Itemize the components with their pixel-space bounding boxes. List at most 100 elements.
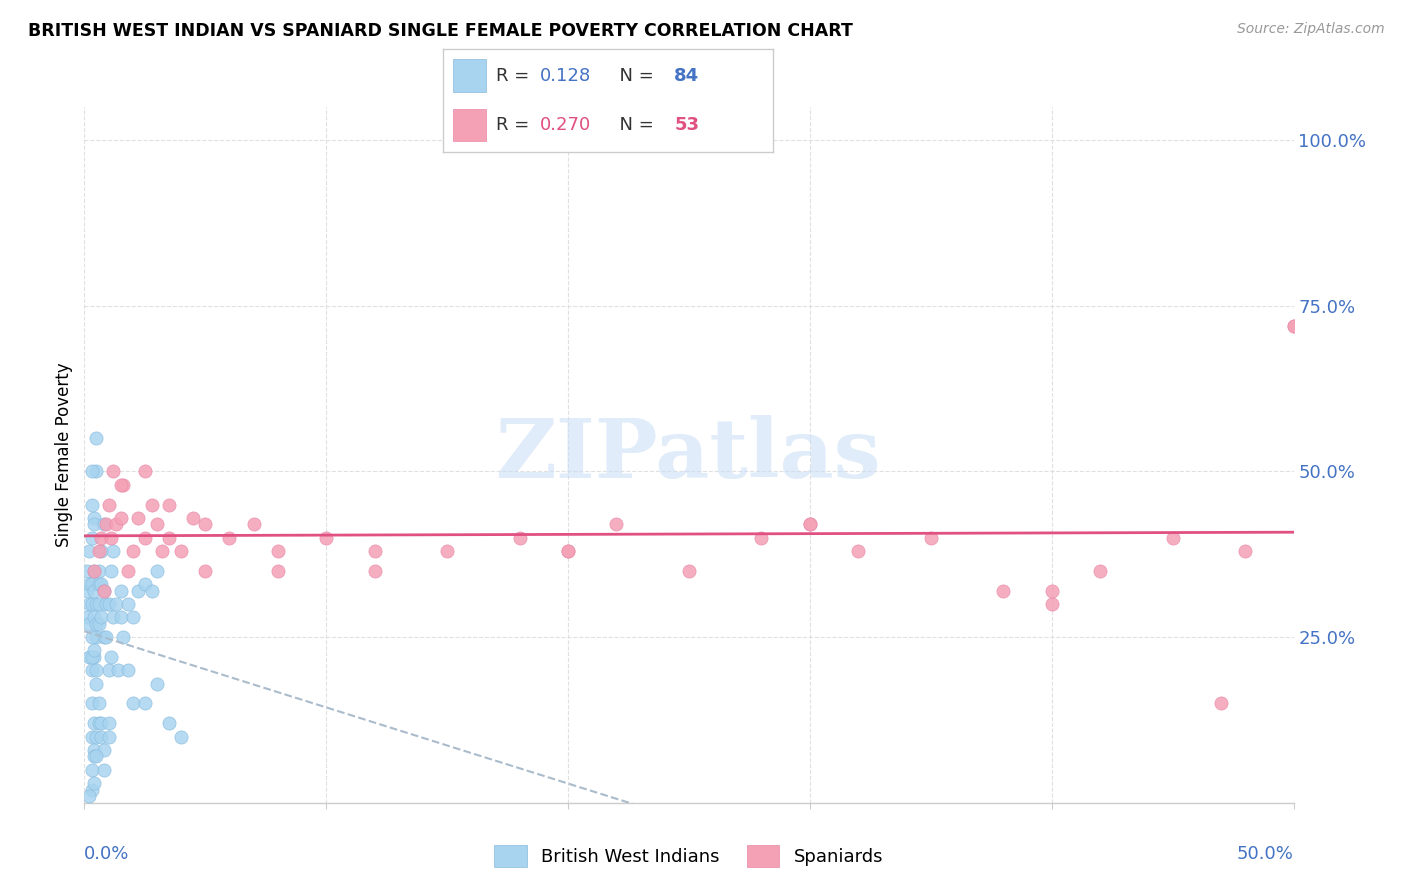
- Point: [83, 749, 105, 764]
- Point: [100, 531, 122, 545]
- Point: [87, 697, 110, 711]
- Point: [157, 531, 180, 545]
- Point: [127, 583, 149, 598]
- Point: [80, 663, 103, 677]
- Point: [1040, 583, 1063, 598]
- Text: 0.270: 0.270: [540, 116, 592, 134]
- Point: [1088, 564, 1111, 578]
- Point: [181, 511, 204, 525]
- Bar: [453, 59, 486, 92]
- Point: [112, 630, 135, 644]
- Point: [678, 564, 700, 578]
- Point: [83, 610, 105, 624]
- Point: [83, 650, 105, 665]
- Point: [799, 517, 821, 532]
- Point: [103, 544, 125, 558]
- Point: [90, 716, 112, 731]
- Point: [97, 730, 120, 744]
- Point: [86, 663, 108, 677]
- Point: [77, 597, 100, 611]
- Text: N =: N =: [609, 116, 659, 134]
- Text: 53: 53: [675, 116, 699, 134]
- Y-axis label: Single Female Poverty: Single Female Poverty: [55, 363, 73, 547]
- Point: [83, 564, 105, 578]
- Point: [1040, 597, 1063, 611]
- Point: [76, 564, 98, 578]
- Point: [242, 517, 264, 532]
- Point: [846, 544, 869, 558]
- Text: 0.0%: 0.0%: [84, 845, 129, 863]
- Point: [93, 763, 115, 777]
- Point: [117, 663, 139, 677]
- Point: [1282, 318, 1305, 333]
- Legend: British West Indians, Spaniards: British West Indians, Spaniards: [488, 838, 890, 874]
- Point: [90, 610, 112, 624]
- Point: [83, 517, 105, 532]
- Point: [141, 583, 163, 598]
- Point: [363, 544, 385, 558]
- Point: [104, 597, 127, 611]
- Point: [83, 511, 105, 525]
- Text: 84: 84: [675, 67, 699, 85]
- Point: [97, 498, 120, 512]
- Point: [97, 716, 120, 731]
- Point: [150, 544, 173, 558]
- Point: [315, 531, 337, 545]
- Point: [121, 610, 143, 624]
- Point: [80, 498, 103, 512]
- Point: [117, 564, 139, 578]
- Point: [80, 630, 103, 644]
- Point: [86, 730, 108, 744]
- Point: [146, 564, 169, 578]
- Point: [83, 643, 105, 657]
- Point: [436, 544, 458, 558]
- Point: [80, 531, 103, 545]
- Point: [93, 583, 115, 598]
- Point: [751, 531, 773, 545]
- Point: [90, 531, 112, 545]
- Point: [93, 743, 115, 757]
- Bar: [453, 109, 486, 141]
- Text: N =: N =: [609, 67, 659, 85]
- Point: [134, 465, 156, 479]
- Point: [80, 782, 103, 797]
- Point: [93, 583, 115, 598]
- Point: [90, 730, 112, 744]
- Point: [86, 630, 108, 644]
- Point: [141, 498, 163, 512]
- Point: [76, 583, 98, 598]
- Point: [83, 716, 105, 731]
- Point: [93, 630, 115, 644]
- Point: [194, 517, 217, 532]
- Point: [146, 517, 169, 532]
- Point: [993, 583, 1015, 598]
- Text: ZIPatlas: ZIPatlas: [496, 415, 882, 495]
- Point: [1234, 544, 1257, 558]
- Point: [93, 517, 115, 532]
- Point: [94, 597, 117, 611]
- Point: [557, 544, 579, 558]
- Point: [77, 616, 100, 631]
- Point: [110, 511, 132, 525]
- Point: [77, 544, 100, 558]
- Point: [157, 498, 180, 512]
- Point: [94, 517, 117, 532]
- Point: [920, 531, 942, 545]
- Point: [112, 477, 135, 491]
- Point: [83, 743, 105, 757]
- Point: [86, 465, 108, 479]
- Point: [87, 597, 110, 611]
- Point: [799, 517, 821, 532]
- Point: [110, 477, 132, 491]
- Point: [110, 583, 132, 598]
- Point: [77, 650, 100, 665]
- Point: [121, 697, 143, 711]
- Point: [267, 564, 290, 578]
- Point: [100, 564, 122, 578]
- Point: [87, 716, 110, 731]
- Point: [83, 564, 105, 578]
- Point: [80, 697, 103, 711]
- Point: [509, 531, 531, 545]
- Point: [363, 564, 385, 578]
- Point: [110, 610, 132, 624]
